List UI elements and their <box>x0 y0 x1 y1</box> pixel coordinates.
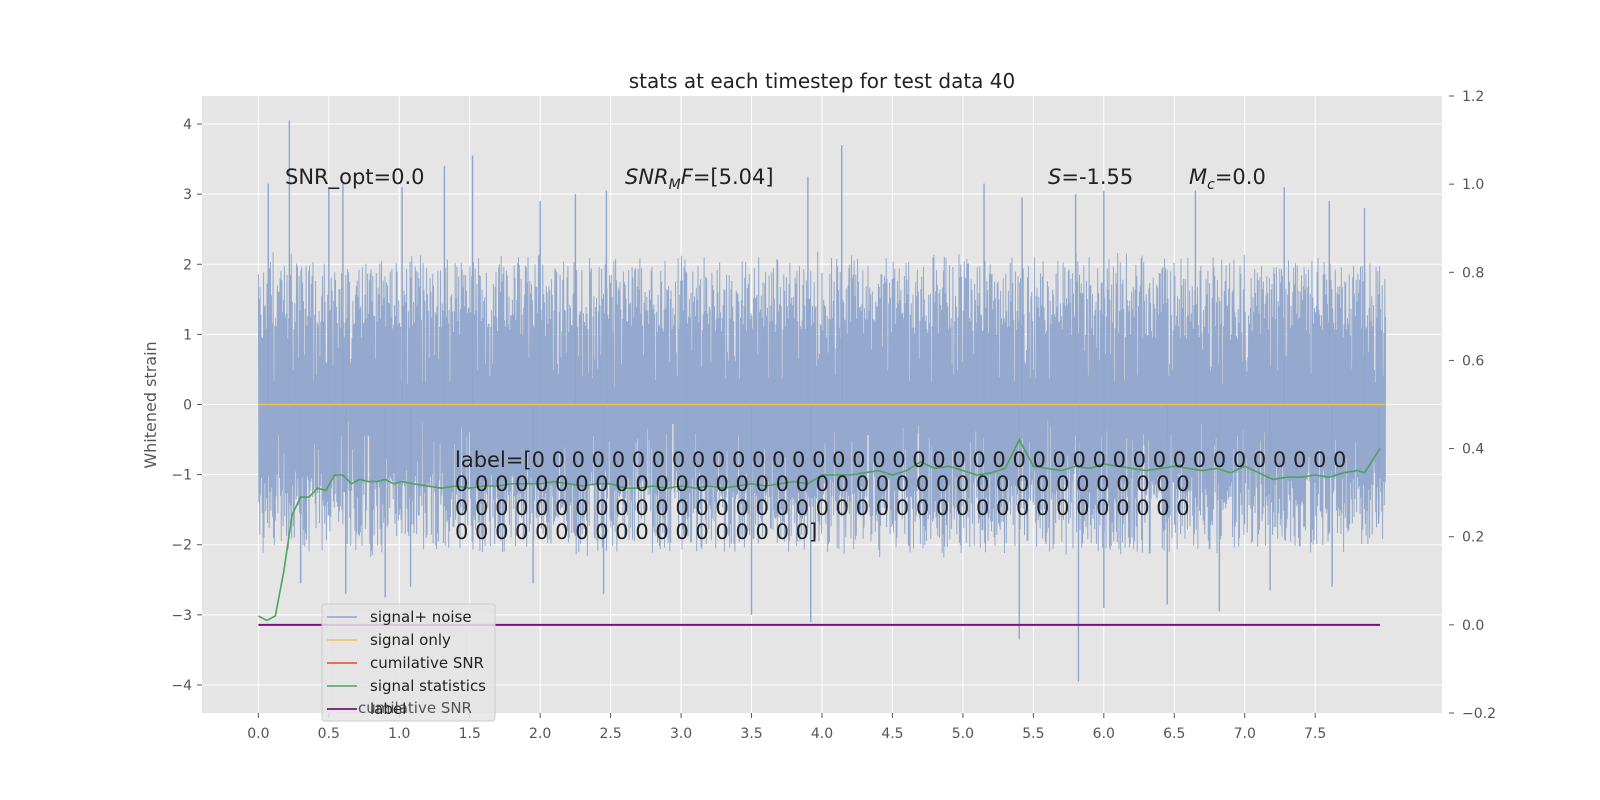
y2-tick-label-5: 0.2 <box>1462 530 1484 546</box>
snr-mf-subscript: M <box>669 177 681 193</box>
y-tick-label-4: 0 <box>183 398 192 414</box>
y2-tick-label-1: 1.0 <box>1462 177 1484 193</box>
x-tick-label-8: 4.0 <box>811 726 833 742</box>
y-axis-ticks: 4 3 2 1 0 −1 −2 −3 −4 <box>171 117 202 694</box>
x-tick-label-5: 2.5 <box>600 726 622 742</box>
signal-noise-line <box>257 251 1387 558</box>
y-tick-label-5: −1 <box>171 468 192 484</box>
y-tick-label-3: 1 <box>183 327 192 343</box>
legend-label-signal-statistics: signal statistics <box>370 677 486 695</box>
signal-noise-series <box>257 120 1387 682</box>
x-tick-label-10: 5.0 <box>952 726 974 742</box>
y-tick-label-8: −4 <box>171 678 192 694</box>
x-tick-label-4: 2.0 <box>529 726 551 742</box>
x-tick-label-13: 6.5 <box>1163 726 1185 742</box>
label-line-4: 0 0 0 0 0 0 0 0 0 0 0 0 0 0 0 0 0 0] <box>455 520 817 544</box>
x-tick-label-15: 7.5 <box>1304 726 1326 742</box>
mc-variable: M <box>1189 165 1207 189</box>
x-tick-label-12: 6.0 <box>1093 726 1115 742</box>
s-variable: S <box>1048 165 1061 189</box>
legend-label-cumulative-snr: cumilative SNR <box>370 654 484 672</box>
y2-tick-label-0: 1.2 <box>1462 89 1484 105</box>
y-tick-label-0: 4 <box>183 117 192 133</box>
y-axis-label: Whitened strain <box>141 341 160 468</box>
label-annotation: label=[0 0 0 0 0 0 0 0 0 0 0 0 0 0 0 0 0… <box>455 448 1346 544</box>
legend-ghost-text: cumilative SNR <box>358 699 472 717</box>
snr-mf-rest: =[5.04] <box>693 165 774 189</box>
label-line-1: label=[0 0 0 0 0 0 0 0 0 0 0 0 0 0 0 0 0… <box>455 448 1346 472</box>
legend-label-signal-only: signal only <box>370 631 451 649</box>
s-annotation: S=-1.55 <box>1048 165 1133 189</box>
snr-opt-annotation: SNR_opt=0.0 <box>285 165 425 190</box>
mc-subscript: c <box>1207 177 1215 193</box>
x-tick-label-9: 4.5 <box>881 726 903 742</box>
x-axis-ticks: 0.0 0.5 1.0 1.5 2.0 2.5 3.0 3.5 4.0 4.5 5.0 5.5 6.0 6… <box>247 713 1326 742</box>
y-tick-label-7: −3 <box>171 608 192 624</box>
x-tick-label-6: 3.0 <box>670 726 692 742</box>
mc-value: =0.0 <box>1215 165 1266 189</box>
label-line-2: 0 0 0 0 0 0 0 0 0 0 0 0 0 0 0 0 0 0 0 0 … <box>455 472 1190 496</box>
x-tick-label-3: 1.5 <box>459 726 481 742</box>
snr-mf-main: SNR <box>625 165 669 189</box>
x-tick-label-11: 5.5 <box>1022 726 1044 742</box>
x-tick-label-7: 3.5 <box>740 726 762 742</box>
mc-annotation: Mc=0.0 <box>1189 165 1266 193</box>
legend-label-label: label <box>370 700 406 718</box>
y-tick-label-1: 3 <box>183 187 192 203</box>
y2-tick-label-7: −0.2 <box>1462 706 1496 722</box>
y2-tick-label-6: 0.0 <box>1462 618 1484 634</box>
snr-mf-annotation: SNRMF=[5.04] <box>625 165 774 193</box>
y2-tick-label-4: 0.4 <box>1462 442 1484 458</box>
chart-title: stats at each timestep for test data 40 <box>629 69 1015 93</box>
y-tick-label-6: −2 <box>171 538 192 554</box>
x-tick-label-1: 0.5 <box>318 726 340 742</box>
y-tick-label-2: 2 <box>183 257 192 273</box>
x-tick-label-14: 7.0 <box>1234 726 1256 742</box>
x-tick-label-2: 1.0 <box>388 726 410 742</box>
y2-tick-label-3: 0.6 <box>1462 353 1484 369</box>
y2-axis-ticks: 1.2 1.0 0.8 0.6 0.4 0.2 0.0 −0.2 <box>1449 89 1496 722</box>
series-line-signal-statistics <box>258 438 1381 622</box>
legend-box <box>321 603 496 722</box>
snr-mf-rest-i: F <box>681 165 694 189</box>
x-tick-label-0: 0.0 <box>247 726 269 742</box>
s-value: =-1.55 <box>1061 165 1133 189</box>
y2-tick-label-2: 0.8 <box>1462 265 1484 281</box>
label-line-3: 0 0 0 0 0 0 0 0 0 0 0 0 0 0 0 0 0 0 0 0 … <box>455 496 1190 520</box>
legend: cumilative SNR signal+ noise signal only… <box>321 603 496 722</box>
legend-label-signal-noise: signal+ noise <box>370 608 472 626</box>
